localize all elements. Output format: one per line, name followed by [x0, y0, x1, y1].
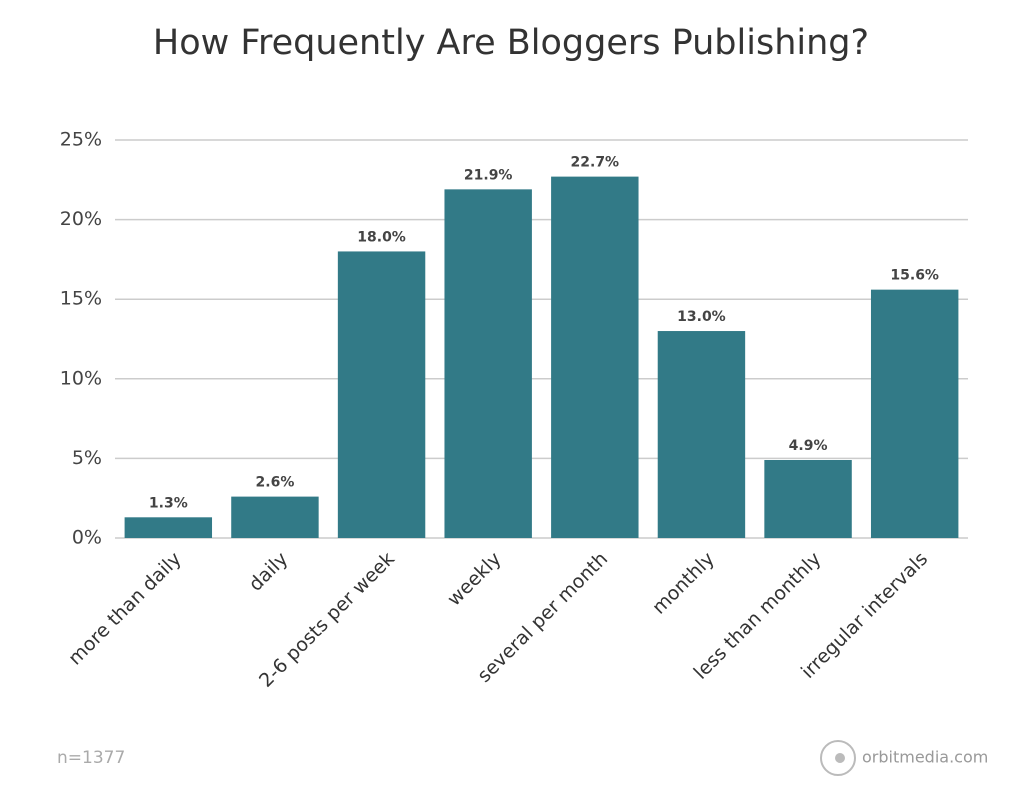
value-label: 22.7%: [571, 155, 620, 171]
x-tick-label: weekly: [443, 548, 506, 611]
value-label: 13.0%: [677, 309, 726, 325]
logo-dot: [835, 753, 845, 763]
value-label: 2.6%: [256, 475, 295, 491]
y-tick-label: 20%: [60, 208, 102, 230]
value-label: 15.6%: [890, 268, 939, 284]
x-tick-label: daily: [245, 548, 293, 596]
bar: [764, 459, 852, 538]
bar: [124, 517, 213, 538]
bar: [444, 189, 532, 539]
bar: [231, 496, 319, 538]
y-tick-label: 5%: [72, 447, 102, 469]
y-tick-label: 10%: [60, 367, 102, 389]
source: orbitmedia.com: [862, 748, 988, 767]
bar: [337, 251, 426, 538]
y-tick-label: 0%: [72, 527, 102, 549]
logo: [820, 740, 856, 776]
value-label: 1.3%: [149, 495, 188, 511]
value-label: 18.0%: [357, 229, 406, 245]
x-tick-label: more than daily: [64, 548, 186, 670]
value-label: 4.9%: [789, 438, 828, 454]
sample-note: n=1377: [57, 748, 125, 768]
y-tick-label: 25%: [60, 129, 102, 151]
logo-ring: [820, 740, 856, 776]
value-label: 21.9%: [464, 167, 513, 183]
bar: [870, 289, 959, 538]
bar: [551, 176, 639, 538]
y-tick-label: 15%: [60, 288, 102, 310]
x-tick-label: monthly: [648, 548, 719, 619]
bar: [657, 331, 746, 538]
chart-title: How Frequently Are Bloggers Publishing?: [153, 23, 869, 63]
